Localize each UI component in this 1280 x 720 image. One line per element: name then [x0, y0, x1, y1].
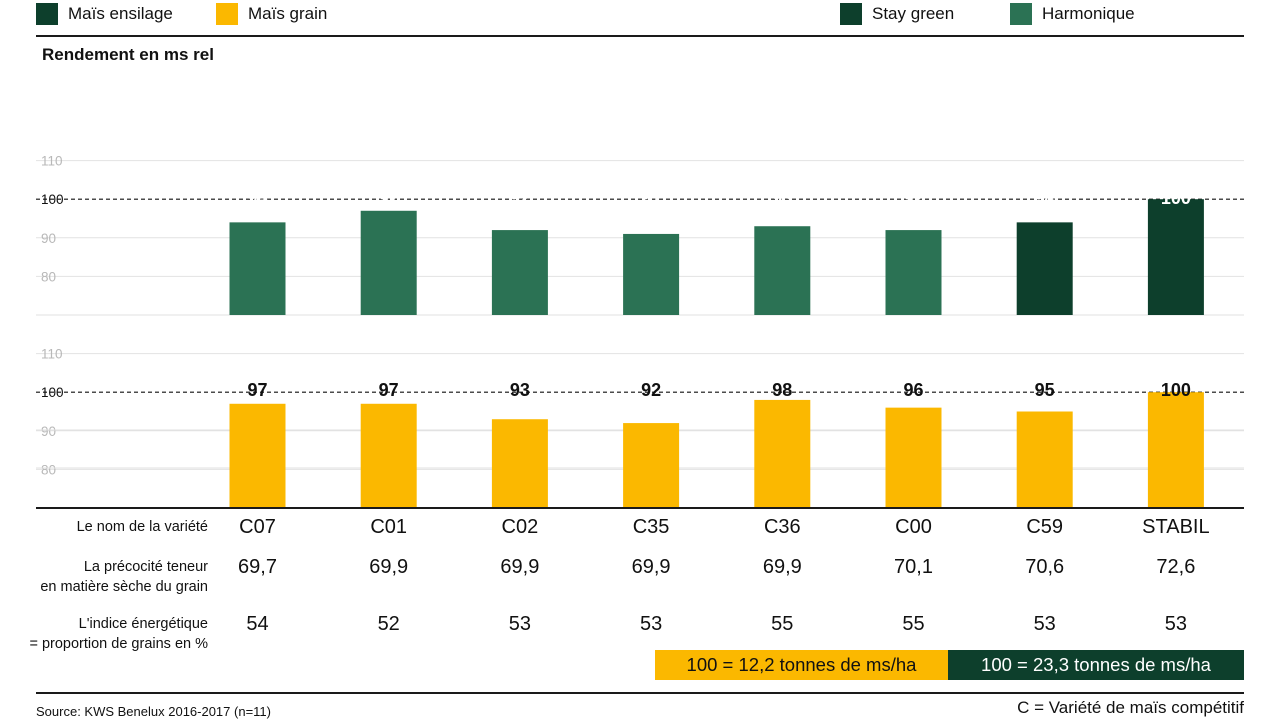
bar-ensilage-stabil	[1147, 199, 1204, 315]
table-cell-2-3: 53	[639, 613, 663, 635]
row-label-1: La précocité teneur en matière sèche du …	[40, 559, 208, 595]
table-cell-0-7: STABIL	[1142, 516, 1210, 538]
table-cell-2-5: 55	[902, 613, 925, 635]
bar-ensilage-c59	[1016, 222, 1073, 315]
top-rule	[36, 35, 1244, 37]
table-cell-0-0: C07	[239, 516, 276, 538]
bar-ensilage-c01	[360, 210, 417, 315]
upper-tick-label-110: 110	[41, 154, 63, 169]
legend-label-harmonique: Harmonique	[1042, 4, 1135, 23]
legend-swatch-harmonique	[1010, 3, 1032, 25]
data-label-ensilage-c01: 97	[379, 188, 399, 208]
table-cell-2-4: 55	[771, 613, 794, 635]
chart-title: Rendement en ms rel	[42, 45, 214, 64]
source-text: Source: KWS Benelux 2016-2017 (n=11)	[36, 704, 271, 719]
table-cell-1-7: 72,6	[1156, 556, 1196, 578]
row-label-2: L'indice énergétique = proportion de gra…	[29, 616, 208, 652]
lower-tick-label-110: 110	[41, 347, 63, 362]
table-cell-1-2: 69,9	[500, 556, 540, 578]
lower-tick-label-90: 90	[41, 424, 56, 439]
table-cell-1-0: 69,7	[238, 556, 277, 578]
lower-tick-label-100: 100	[41, 385, 64, 400]
bar-grain-c02	[491, 419, 548, 508]
data-label-ensilage-c35: 91	[641, 188, 661, 208]
row-label-0: Le nom de la variété	[76, 519, 208, 535]
upper-tick-label-90: 90	[41, 231, 56, 246]
legend: Maïs ensilage Maïs grain Stay green Harm…	[0, 0, 1280, 30]
footnote-text: C = Variété de maïs compétitif	[1017, 698, 1244, 717]
reference-box-grain: 100 = 12,2 tonnes de ms/ha	[655, 650, 948, 680]
legend-swatch-grain	[216, 3, 238, 25]
reference-box-ensilage: 100 = 23,3 tonnes de ms/ha	[948, 650, 1244, 680]
bar-ensilage-c35	[623, 233, 680, 315]
bar-grain-c35	[623, 423, 680, 508]
table-cell-0-6: C59	[1026, 516, 1064, 538]
data-label-grain-stabil: 100	[1161, 380, 1191, 400]
table-cell-1-6: 70,6	[1025, 556, 1065, 578]
data-label-grain-c01: 97	[379, 380, 399, 400]
table-cell-0-5: C00	[895, 516, 932, 538]
data-label-grain-c00: 96	[903, 380, 923, 400]
lower-tick-label-80: 80	[41, 462, 56, 477]
data-label-ensilage-c02: 92	[510, 188, 530, 208]
upper-tick-label-100: 100	[41, 192, 64, 207]
table-cell-0-3: C35	[632, 516, 670, 538]
table-cell-2-1: 52	[377, 613, 400, 635]
data-label-grain-c36: 98	[772, 380, 792, 400]
data-label-ensilage-c36: 93	[772, 188, 792, 208]
legend-swatch-ensilage	[36, 3, 58, 25]
data-label-ensilage-c00: 92	[903, 188, 923, 208]
data-label-grain-c02: 93	[510, 380, 530, 400]
legend-label-grain: Maïs grain	[248, 4, 328, 23]
legend-item-grain: Maïs grain	[216, 3, 327, 25]
bar-grain-stabil	[1147, 392, 1204, 508]
bar-ensilage-c07	[229, 222, 286, 315]
data-label-grain-c35: 92	[641, 380, 661, 400]
chart-baseline	[36, 507, 1244, 509]
bottom-rule	[36, 692, 1244, 694]
data-label-ensilage-stabil: 100	[1161, 188, 1191, 208]
bar-grain-c36	[754, 399, 811, 508]
bar-grain-c59	[1016, 411, 1073, 508]
table-cell-1-5: 70,1	[894, 556, 933, 578]
table-cell-0-1: C01	[370, 516, 408, 538]
bar-grain-c01	[360, 403, 417, 508]
table-cell-2-2: 53	[508, 613, 532, 635]
data-label-ensilage-c59: 94	[1035, 188, 1055, 208]
data-label-ensilage-c07: 94	[247, 188, 267, 208]
data-label-grain-c07: 97	[247, 380, 267, 400]
bar-ensilage-c00	[885, 230, 942, 315]
legend-item-harmonique: Harmonique	[1010, 3, 1135, 25]
bar-grain-c07	[229, 403, 286, 508]
bar-grain-c00	[885, 407, 942, 508]
data-label-grain-c59: 95	[1035, 380, 1055, 400]
legend-label-stay-green: Stay green	[872, 4, 955, 23]
legend-item-stay-green: Stay green	[840, 3, 954, 25]
legend-swatch-stay-green	[840, 3, 862, 25]
table-cell-2-6: 53	[1033, 613, 1056, 635]
legend-label-ensilage: Maïs ensilage	[68, 4, 173, 23]
bar-ensilage-c02	[491, 230, 548, 315]
table-cell-1-1: 69,9	[369, 556, 409, 578]
table-cell-2-0: 54	[246, 613, 269, 635]
table-cell-1-4: 69,9	[762, 556, 802, 578]
legend-item-ensilage: Maïs ensilage	[36, 3, 173, 25]
upper-tick-label-80: 80	[41, 269, 56, 284]
bar-ensilage-c36	[754, 226, 811, 315]
table-cell-0-4: C36	[763, 516, 801, 538]
table-cell-2-7: 53	[1164, 613, 1188, 635]
table-cell-1-3: 69,9	[631, 556, 671, 578]
table-cell-0-2: C02	[501, 516, 539, 538]
